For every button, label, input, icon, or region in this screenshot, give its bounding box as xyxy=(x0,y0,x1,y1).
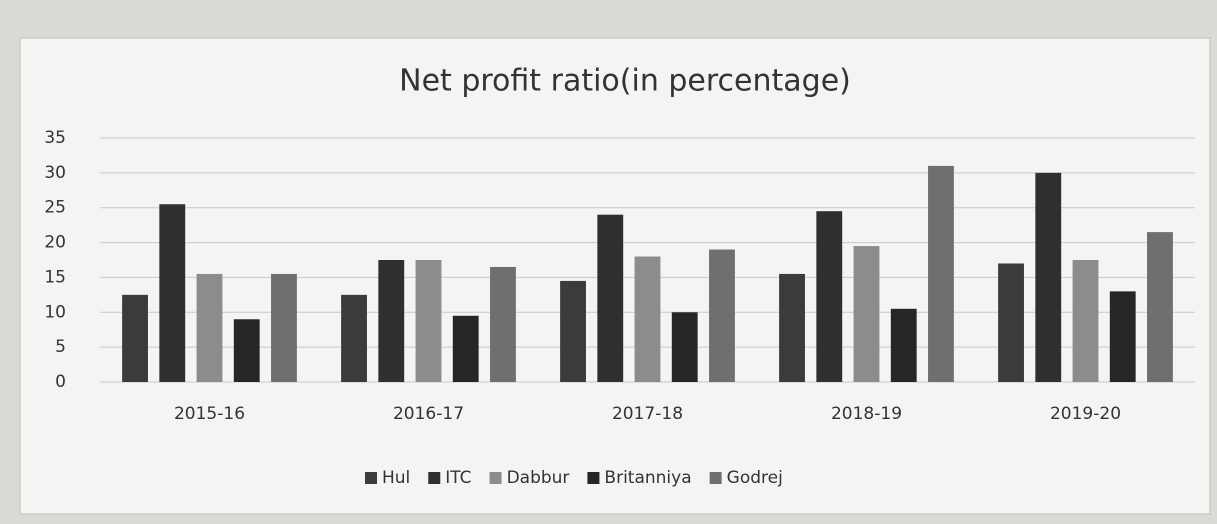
bar xyxy=(779,273,805,382)
bar xyxy=(597,214,624,382)
x-tick-label: 2018-19 xyxy=(831,404,902,424)
bar xyxy=(159,204,186,382)
bar xyxy=(233,319,260,382)
y-tick-label: 10 xyxy=(44,302,66,322)
y-tick-label: 5 xyxy=(55,337,66,357)
bar xyxy=(122,294,148,382)
y-tick-label: 35 xyxy=(44,128,66,148)
x-tick-label: 2019-20 xyxy=(1050,404,1121,424)
y-tick-label: 15 xyxy=(44,267,66,287)
bar xyxy=(560,280,586,382)
y-tick-label: 0 xyxy=(55,372,66,392)
legend-swatch xyxy=(365,472,377,484)
bar xyxy=(816,211,843,382)
bar xyxy=(452,315,479,382)
legend-swatch xyxy=(709,472,722,484)
x-tick-label: 2016-17 xyxy=(393,404,464,424)
bar xyxy=(1035,172,1062,382)
legend-swatch xyxy=(587,472,600,484)
bar xyxy=(271,273,297,382)
bar xyxy=(890,308,917,382)
y-tick-label: 25 xyxy=(44,198,66,218)
legend-label: Britanniya xyxy=(604,468,691,488)
bar xyxy=(378,260,405,382)
bar xyxy=(415,260,442,382)
y-tick-label: 30 xyxy=(44,163,66,183)
bar xyxy=(1072,260,1099,382)
bar xyxy=(928,165,954,382)
x-tick-label: 2017-18 xyxy=(612,404,683,424)
bar xyxy=(341,294,367,382)
legend-label: Godrej xyxy=(727,468,783,488)
bar xyxy=(709,249,735,382)
chart-title: Net profit ratio(in percentage) xyxy=(399,64,851,99)
legend-swatch xyxy=(489,472,502,484)
bar xyxy=(634,256,661,382)
legend-label: Dabbur xyxy=(507,468,570,488)
legend-label: ITC xyxy=(445,468,471,488)
bar xyxy=(1109,291,1136,382)
legend-label: Hul xyxy=(382,468,410,488)
bar xyxy=(1147,232,1173,382)
x-tick-label: 2015-16 xyxy=(174,404,245,424)
y-tick-label: 20 xyxy=(44,233,66,253)
bar xyxy=(196,273,223,382)
bar xyxy=(490,266,516,382)
bar xyxy=(853,246,880,382)
bar xyxy=(671,312,698,382)
bar xyxy=(998,263,1024,382)
legend-swatch xyxy=(428,472,441,484)
